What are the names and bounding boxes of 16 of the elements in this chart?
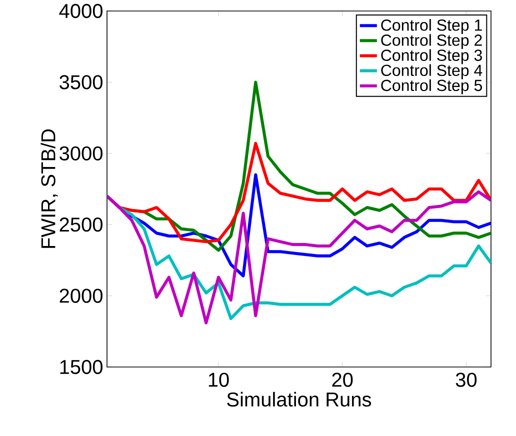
legend-label: Control Step 3 (381, 49, 482, 64)
y-axis-title: FWIR, STB/D (40, 129, 58, 248)
legend-label: Control Step 2 (381, 34, 482, 50)
x-tick-label: 30 (456, 372, 477, 387)
legend-label: Control Step 1 (381, 19, 482, 34)
x-tick-label: 20 (332, 372, 353, 387)
y-tick-label: 2000 (60, 288, 102, 303)
y-tick-label: 1500 (60, 360, 102, 374)
legend-label: Control Step 5 (381, 79, 482, 94)
legend-label: Control Step 4 (381, 64, 482, 80)
y-tick-label: 4000 (59, 4, 102, 18)
y-tick-label: 3500 (60, 75, 102, 90)
y-tick-label: 2500 (60, 218, 102, 232)
x-tick-label: 10 (208, 372, 229, 387)
y-tick-label: 3000 (60, 146, 102, 160)
x-axis-title: Simulation Runs (227, 392, 372, 407)
